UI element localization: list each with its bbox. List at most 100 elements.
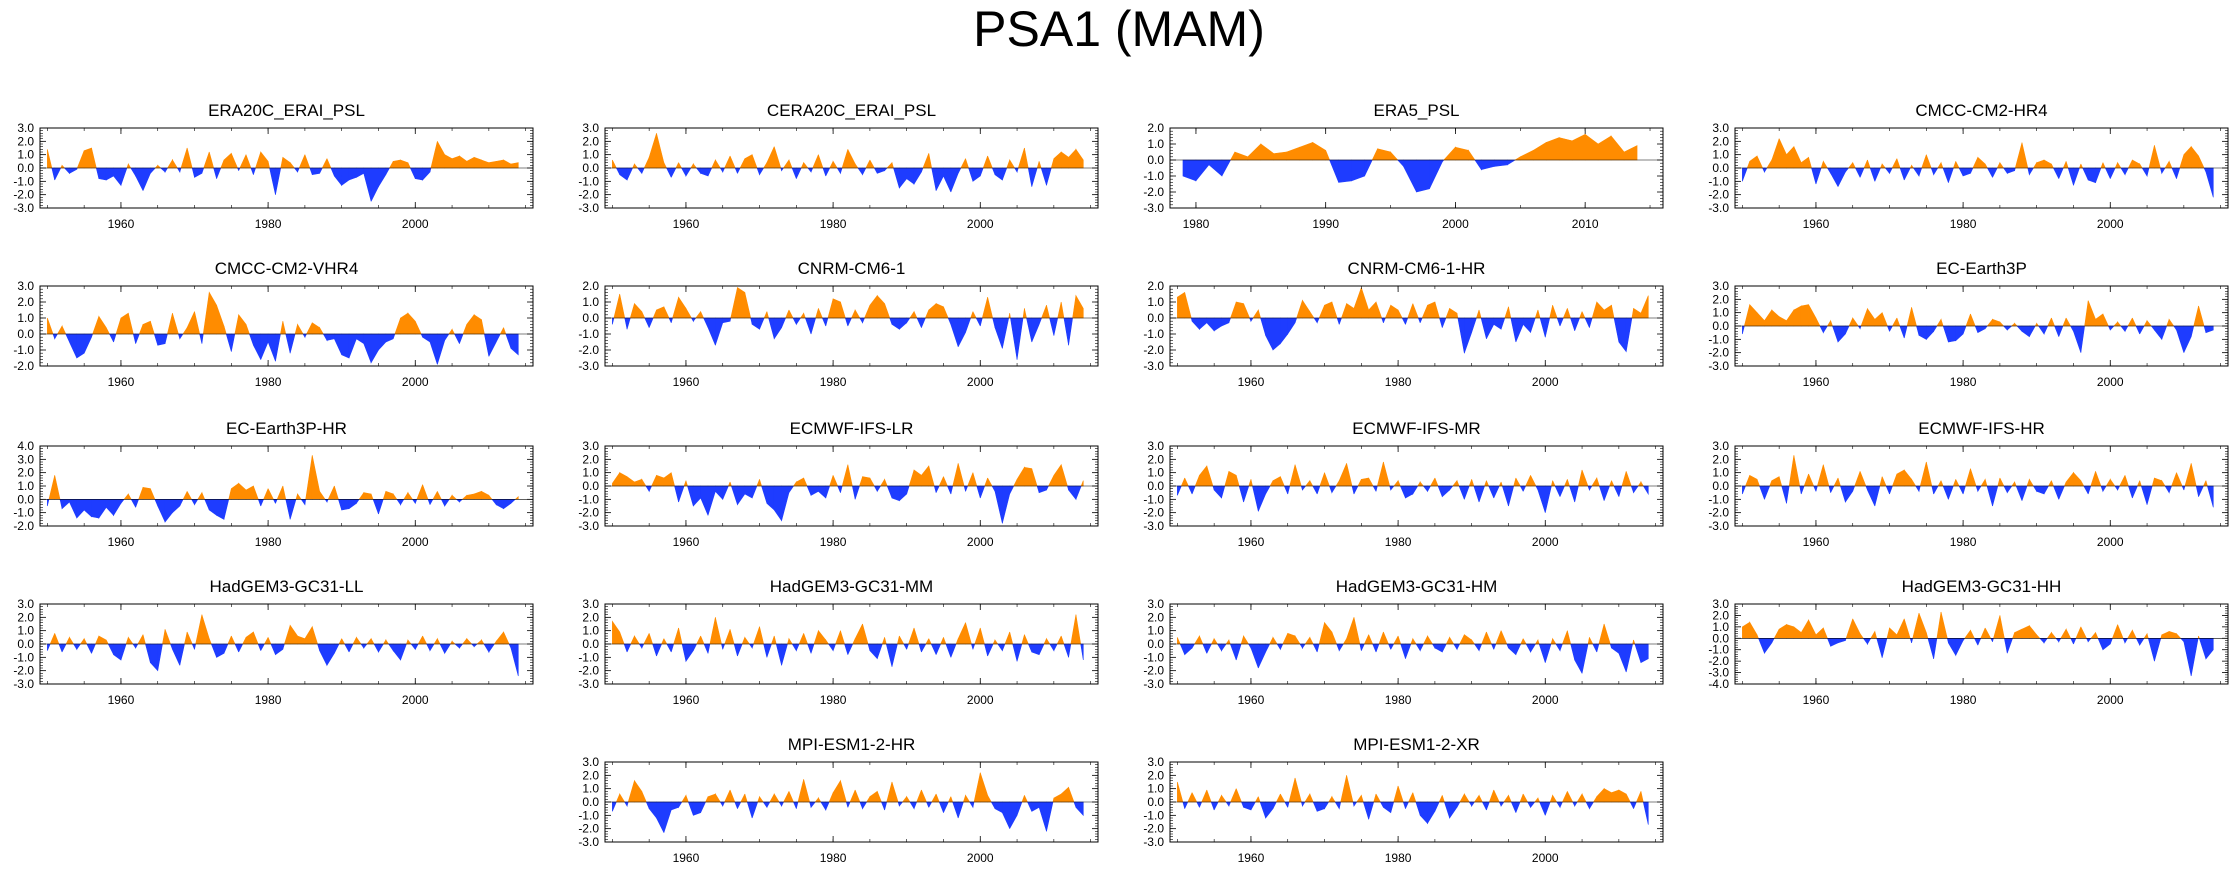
positive-area — [690, 162, 694, 169]
negative-area — [1589, 485, 1593, 492]
negative-area — [700, 801, 707, 813]
negative-area — [91, 499, 100, 519]
positive-area — [327, 485, 335, 500]
x-tick-label: 1960 — [1803, 375, 1830, 389]
x-tick-label: 2010 — [1572, 217, 1599, 231]
negative-area — [1837, 167, 1846, 187]
negative-area — [2003, 167, 2008, 175]
positive-area — [2065, 629, 2072, 639]
negative-area — [997, 643, 1003, 652]
positive-area — [1075, 614, 1082, 645]
positive-area — [56, 324, 63, 335]
positive-area — [1021, 634, 1025, 645]
negative-area — [414, 499, 418, 504]
negative-area — [1930, 167, 1934, 175]
negative-area — [179, 333, 184, 340]
x-tick-label: 1960 — [1238, 535, 1265, 549]
negative-area — [1053, 643, 1058, 651]
y-tick-label: 2.0 — [1712, 292, 1729, 306]
positive-area — [1778, 476, 1783, 487]
negative-area — [1589, 317, 1593, 328]
positive-area — [298, 154, 306, 169]
negative-area — [837, 485, 841, 493]
negative-area — [356, 333, 365, 345]
positive-area — [1210, 638, 1215, 645]
positive-area — [162, 629, 166, 645]
positive-area — [1771, 476, 1780, 487]
negative-area — [1556, 801, 1561, 809]
positive-area — [321, 158, 328, 169]
positive-area — [1955, 161, 1960, 169]
positive-area — [960, 158, 966, 169]
positive-area — [2014, 628, 2023, 639]
negative-area — [884, 167, 888, 172]
negative-area — [1213, 801, 1219, 811]
negative-area — [454, 333, 460, 344]
negative-area — [1375, 643, 1380, 653]
negative-area — [1889, 325, 1893, 332]
panel-ecmwf-ifs-mr: ECMWF-IFS-MR3.02.01.00.0-1.0-2.0-3.01960… — [1143, 419, 1664, 549]
positive-area — [76, 150, 85, 169]
positive-area — [1742, 621, 1751, 639]
positive-area — [1481, 631, 1487, 645]
positive-area — [711, 159, 716, 169]
negative-area — [154, 499, 159, 507]
negative-area — [695, 167, 701, 175]
negative-area — [1515, 317, 1524, 343]
positive-area — [825, 639, 830, 645]
panel-title: MPI-ESM1-2-XR — [1353, 735, 1480, 754]
positive-area — [334, 485, 339, 500]
positive-area — [967, 472, 974, 487]
positive-area — [267, 161, 270, 169]
positive-area — [228, 488, 232, 500]
positive-area — [83, 147, 92, 169]
negative-area — [300, 499, 306, 506]
positive-area — [854, 623, 863, 645]
positive-area — [382, 638, 387, 645]
positive-area — [123, 493, 129, 500]
panel-title: EC-Earth3P — [1936, 259, 2027, 278]
negative-area — [2003, 637, 2008, 654]
panel-era20c-erai-psl: ERA20C_ERAI_PSL3.02.01.00.0-1.0-2.0-3.01… — [13, 101, 534, 231]
negative-area — [1191, 643, 1196, 650]
positive-area — [105, 327, 110, 335]
negative-area — [164, 499, 173, 523]
y-tick-label: 1.0 — [582, 148, 599, 162]
positive-area — [744, 793, 748, 803]
y-tick-label: 1.0 — [1712, 148, 1729, 162]
negative-area — [1372, 643, 1377, 653]
positive-area — [751, 154, 758, 169]
negative-area — [994, 485, 1003, 524]
negative-area — [341, 499, 350, 511]
positive-area — [245, 154, 252, 169]
negative-area — [2171, 167, 2177, 179]
negative-area — [1508, 643, 1517, 656]
negative-area — [2146, 485, 2153, 505]
negative-area — [1493, 643, 1497, 650]
positive-area — [908, 627, 915, 645]
negative-area — [1444, 801, 1450, 819]
negative-area — [1845, 637, 1847, 641]
negative-area — [869, 643, 878, 660]
positive-area — [707, 793, 716, 803]
positive-area — [643, 157, 650, 169]
positive-area — [142, 320, 151, 335]
positive-area — [1353, 287, 1362, 319]
positive-area — [685, 795, 689, 803]
negative-area — [1243, 485, 1250, 503]
positive-area — [95, 635, 100, 645]
x-tick-label: 1990 — [1312, 217, 1339, 231]
negative-area — [1362, 801, 1369, 820]
negative-area — [1500, 317, 1506, 330]
negative-area — [304, 333, 308, 338]
negative-area — [2073, 637, 2077, 645]
positive-area — [1046, 305, 1050, 319]
positive-area — [629, 303, 635, 319]
positive-area — [1534, 309, 1539, 319]
positive-area — [422, 635, 428, 645]
negative-area — [692, 801, 701, 816]
negative-area — [965, 317, 972, 333]
negative-area — [1544, 801, 1551, 816]
positive-area — [792, 481, 797, 487]
positive-area — [1309, 637, 1314, 645]
